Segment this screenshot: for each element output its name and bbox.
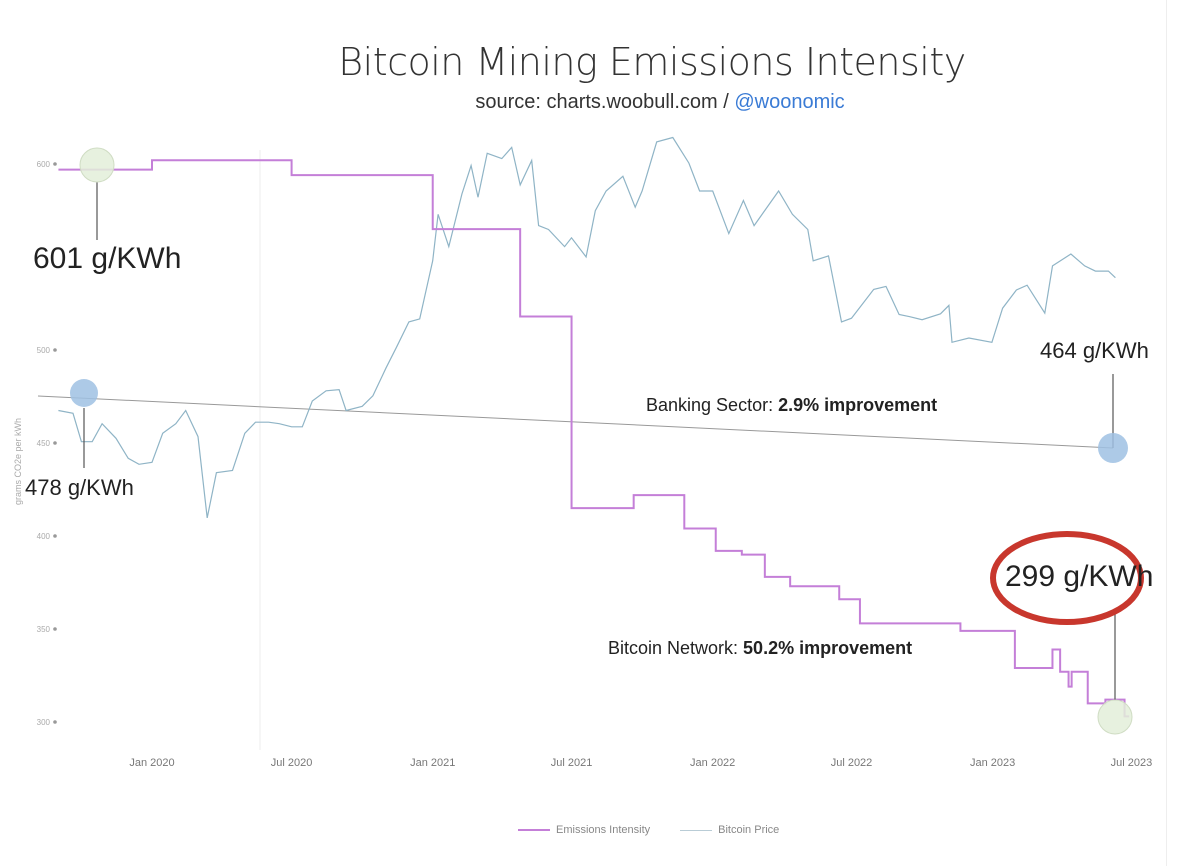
bitcoin-label: Bitcoin Network: [608, 638, 744, 658]
x-tick-label: Jan 2020 [129, 757, 174, 769]
legend: Emissions Intensity Bitcoin Price [518, 824, 779, 836]
banking-label: Banking Sector: [646, 395, 779, 415]
bitcoin-network-annotation: Bitcoin Network: 50.2% improvement [608, 638, 912, 659]
annotation-start-emissions: 601 g/KWh [33, 242, 182, 275]
marker-end-banking [1098, 433, 1128, 463]
legend-emissions[interactable]: Emissions Intensity [556, 824, 651, 836]
x-tick-label: Jul 2023 [1111, 757, 1153, 769]
y-axis-label: grams CO2e per kWh [13, 418, 23, 505]
annotation-end-emissions: 299 g/KWh [1005, 560, 1154, 593]
y-tick-mark [53, 162, 57, 166]
legend-swatch-emissions [518, 829, 550, 831]
bitcoin-price-line [58, 136, 1116, 519]
y-tick-label: 300 [37, 718, 51, 727]
banking-value: 2.9% improvement [778, 395, 938, 415]
x-tick-label: Jul 2022 [831, 757, 873, 769]
x-tick-label: Jul 2021 [551, 757, 593, 769]
y-tick-label: 350 [37, 625, 51, 634]
legend-price[interactable]: Bitcoin Price [718, 824, 780, 836]
x-tick-label: Jan 2022 [690, 757, 735, 769]
marker-end-emissions [1097, 699, 1133, 735]
banking-sector-annotation: Banking Sector: 2.9% improvement [646, 395, 937, 416]
y-tick-mark [53, 534, 57, 538]
marker-start-banking [70, 379, 98, 407]
chart-subtitle: source: charts.woobull.com / @woonomic [0, 91, 1200, 114]
source-text: source: charts.woobull.com / [475, 91, 735, 113]
highlight-ellipse [990, 531, 1144, 625]
y-tick-mark [53, 348, 57, 352]
legend-swatch-price [680, 829, 713, 831]
bitcoin-value: 50.2% improvement [743, 638, 913, 658]
y-tick-label: 500 [37, 346, 51, 355]
y-tick-mark [53, 441, 57, 445]
x-tick-label: Jan 2021 [410, 757, 455, 769]
y-tick-mark [53, 720, 57, 724]
annotation-end-banking: 464 g/KWh [1040, 338, 1149, 363]
y-tick-label: 450 [37, 439, 51, 448]
chart-title: Bitcoin Mining Emissions Intensity [338, 40, 966, 84]
banking-sector-line [37, 395, 1114, 449]
y-tick-mark [53, 627, 57, 631]
y-tick-label: 600 [37, 160, 51, 169]
marker-start-emissions [79, 147, 115, 183]
y-tick-label: 400 [37, 532, 51, 541]
right-border [1166, 0, 1167, 866]
x-tick-label: Jul 2020 [271, 757, 313, 769]
annotation-start-banking: 478 g/KWh [25, 475, 134, 500]
author-handle-link[interactable]: @woonomic [734, 91, 845, 113]
emissions-intensity-line [58, 159, 1130, 718]
x-tick-label: Jan 2023 [970, 757, 1015, 769]
